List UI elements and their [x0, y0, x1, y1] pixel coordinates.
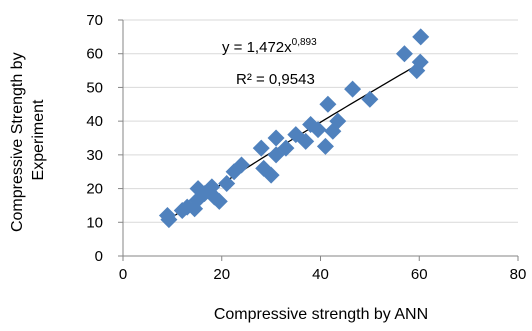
- data-point-25: [316, 137, 334, 155]
- r-squared-label: R² = 0,9543: [236, 71, 315, 88]
- x-tick-label-80: 80: [510, 266, 527, 283]
- data-point-32: [408, 62, 426, 80]
- data-point-11: [210, 192, 228, 210]
- y-tick-label-50: 50: [86, 79, 103, 96]
- y-axis-title-line-2: Experiment: [30, 99, 47, 180]
- x-tick-label-0: 0: [119, 266, 127, 283]
- data-point-26: [319, 95, 337, 113]
- y-tick-label-10: 10: [86, 214, 103, 231]
- data-point-31: [395, 45, 413, 63]
- y-tick-label-20: 20: [86, 181, 103, 198]
- y-tick-label-0: 0: [95, 248, 103, 265]
- y-tick-label-60: 60: [86, 46, 103, 63]
- equation-exponent: 0,893: [292, 37, 317, 48]
- x-tick-label-40: 40: [312, 266, 329, 283]
- y-axis-title: Compressive Strength by Experiment: [9, 48, 47, 232]
- data-point-33: [411, 53, 429, 71]
- data-points: [158, 28, 430, 229]
- grid-lines: [123, 19, 518, 223]
- data-point-18: [267, 129, 285, 147]
- data-point-24: [309, 121, 327, 139]
- y-tick-label-30: 30: [86, 147, 103, 164]
- trendline-equation: y = 1,472x0,893: [222, 37, 317, 56]
- data-point-14: [233, 156, 250, 174]
- data-point-20: [277, 139, 295, 157]
- equation-base: y = 1,472x: [222, 39, 292, 56]
- data-point-17: [262, 166, 280, 184]
- data-point-12: [218, 175, 236, 193]
- y-tick-label-40: 40: [86, 113, 103, 130]
- data-point-30: [361, 90, 379, 108]
- data-point-29: [344, 80, 362, 98]
- data-point-2: [160, 211, 178, 229]
- x-tick-label-20: 20: [213, 266, 230, 283]
- data-point-15: [252, 139, 270, 157]
- y-tick-label-70: 70: [86, 12, 103, 29]
- data-point-22: [297, 132, 315, 150]
- data-point-28: [329, 112, 347, 130]
- x-axis-title: Compressive strength by ANN: [214, 306, 428, 323]
- y-axis-title-line-1: Compressive Strength by: [9, 52, 26, 232]
- data-point-34: [412, 28, 430, 46]
- x-tick-label-60: 60: [411, 266, 428, 283]
- axes: [118, 19, 519, 261]
- tick-labels: 0 20 40 60 80 0 10 20 30 40 50 60 70: [86, 12, 526, 283]
